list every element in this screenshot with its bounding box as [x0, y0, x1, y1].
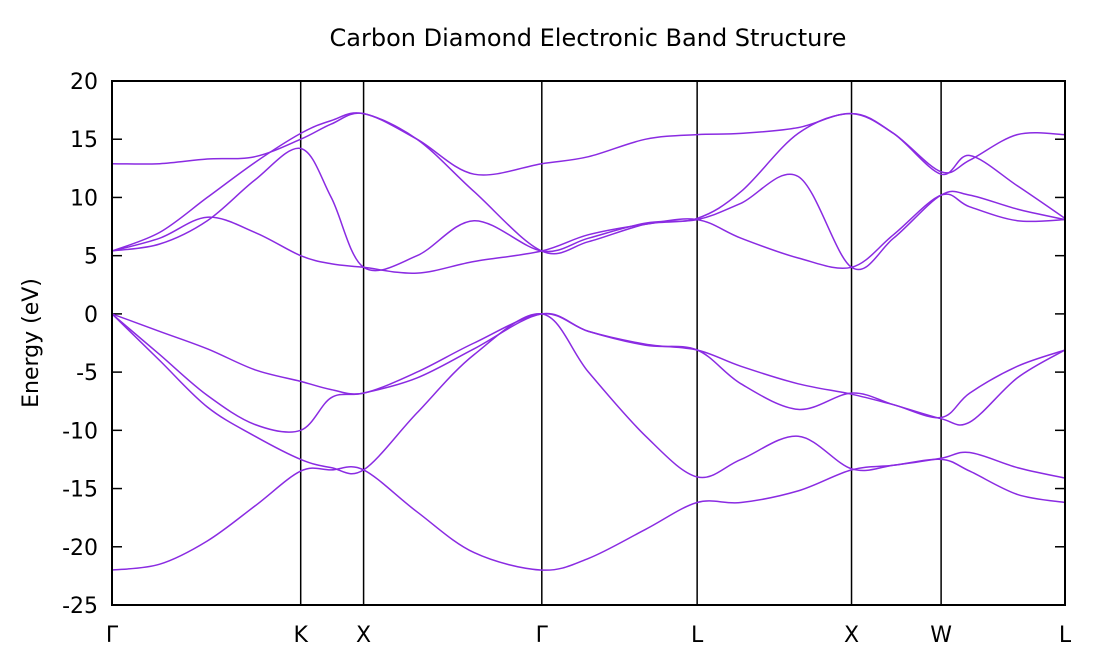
y-tick-label: -10 [62, 419, 98, 444]
y-tick-label: 10 [70, 186, 98, 211]
y-tick-label: -5 [76, 361, 98, 386]
y-tick-label: 15 [70, 128, 98, 153]
y-axis-label: Energy (eV) [19, 278, 44, 408]
band-line [111, 458, 1066, 571]
kpoint-label: X [844, 623, 859, 648]
y-tick-label: 20 [70, 70, 98, 95]
kpoint-label: W [930, 623, 952, 648]
y-tick-label: -20 [62, 536, 98, 561]
plot-frame [111, 80, 1066, 606]
band-line [111, 313, 1066, 419]
kpoint-label: K [293, 623, 308, 648]
kpoint-label: X [356, 623, 371, 648]
band-line [111, 112, 1066, 176]
kpoint-label: L [691, 623, 704, 648]
kpoint-label: Γ [106, 623, 119, 648]
bands [111, 112, 1066, 571]
kpoint-lines [299, 81, 942, 605]
kpoint-label: Γ [536, 623, 549, 648]
y-tick-label: -25 [62, 594, 98, 619]
y-tick-label: -15 [62, 478, 98, 503]
band-line [111, 313, 1066, 479]
chart-title: Carbon Diamond Electronic Band Structure [330, 24, 847, 52]
y-tick-label: 0 [84, 303, 98, 328]
y-ticks: 20 15 10 5 0 -5 -10 -15 -20 -25 [62, 70, 1065, 619]
band-line [111, 112, 1066, 255]
band-line [111, 193, 1066, 274]
kpoint-label: L [1059, 623, 1072, 648]
y-tick-label: 5 [84, 245, 98, 270]
band-line [111, 147, 1066, 272]
